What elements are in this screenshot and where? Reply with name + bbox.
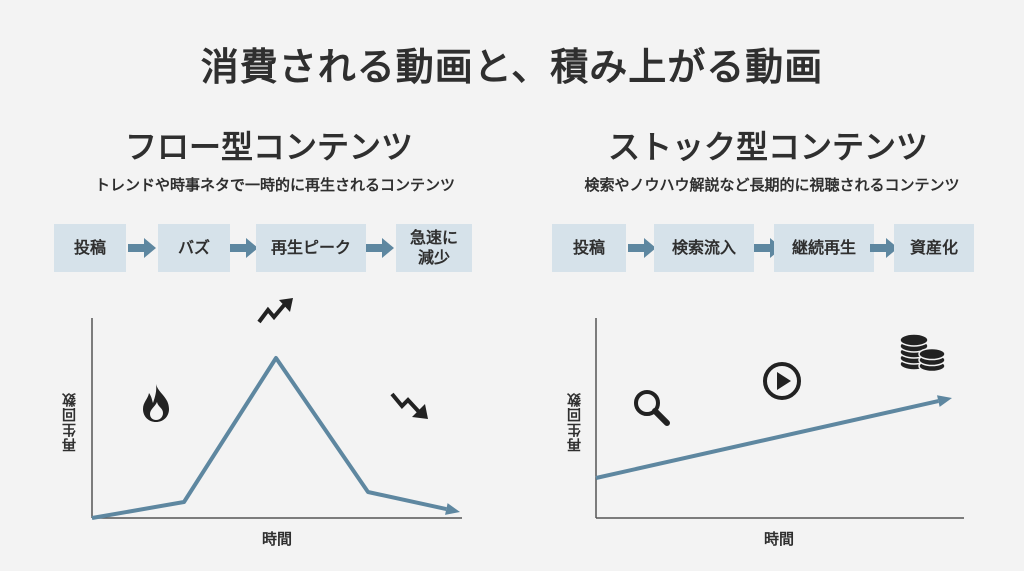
- flow-heading: フロー型コンテンツ: [124, 128, 413, 166]
- stock-series-line: [595, 399, 939, 480]
- search-icon: [634, 390, 670, 426]
- stock-step-post: 投稿: [552, 224, 626, 272]
- flow-series-line: [91, 356, 447, 520]
- trend-up-icon: [257, 298, 293, 324]
- stock-subtitle: 検索やノウハウ解説など長期的に視聴されるコンテンツ: [584, 176, 960, 194]
- stock-step-search-inflow: 検索流入: [654, 224, 754, 272]
- play-icon: [763, 362, 801, 400]
- stock-line-arrowhead: [937, 395, 952, 407]
- stock-y-axis-label: 再生回数: [567, 392, 583, 452]
- stock-step-asset: 資産化: [894, 224, 974, 272]
- flow-x-axis-label: 時間: [262, 530, 293, 548]
- flow-subtitle: トレンドや時事ネタで一時的に再生されるコンテンツ: [94, 176, 455, 194]
- stock-heading: ストック型コンテンツ: [607, 128, 928, 166]
- flow-chart: [91, 318, 462, 520]
- flow-step-buzz: バズ: [158, 224, 230, 272]
- flow-panel: フロー型コンテンツ トレンドや時事ネタで一時的に再生されるコンテンツ 投稿 バズ…: [54, 128, 472, 548]
- flow-step-post: 投稿: [54, 224, 126, 272]
- flow-step-decline: 急速に減少: [396, 224, 472, 272]
- stock-step-arrow-3: [870, 238, 898, 258]
- flame-icon: [143, 384, 169, 422]
- page-title: 消費される動画と、積み上がる動画: [200, 45, 824, 89]
- stock-panel: ストック型コンテンツ 検索やノウハウ解説など長期的に視聴されるコンテンツ 投稿 …: [512, 0, 1024, 571]
- coins-icon: [899, 333, 946, 373]
- flow-step-peak: 再生ピーク: [256, 224, 366, 272]
- trend-down-icon: [390, 392, 428, 419]
- flow-y-axis-label: 再生回数: [62, 392, 78, 452]
- flow-step-arrow-2: [230, 238, 258, 258]
- flow-step-arrow-3: [366, 238, 394, 258]
- stock-chart: [595, 318, 964, 519]
- stock-step-continuous-play: 継続再生: [774, 224, 874, 272]
- stock-x-axis-label: 時間: [764, 530, 795, 548]
- flow-line-arrowhead: [445, 503, 460, 515]
- stock-step-arrow-1: [628, 238, 656, 258]
- flow-step-arrow-1: [128, 238, 156, 258]
